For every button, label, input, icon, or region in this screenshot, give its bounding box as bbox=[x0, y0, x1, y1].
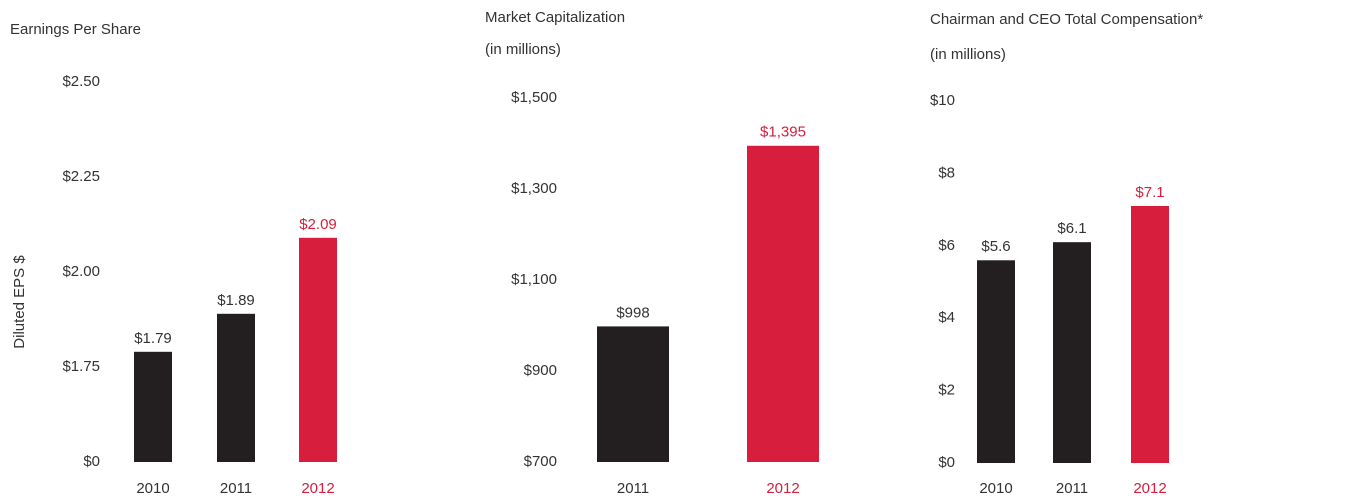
value-label: $6.1 bbox=[1057, 220, 1086, 237]
bar bbox=[1053, 242, 1091, 463]
y-tick-label: $6 bbox=[938, 237, 955, 254]
y-tick-label: $1,500 bbox=[511, 89, 557, 106]
y-tick-label: $2 bbox=[938, 382, 955, 399]
bar bbox=[747, 145, 819, 462]
chart-subtitle: (in millions) bbox=[930, 46, 1006, 63]
chart-subtitle: (in millions) bbox=[485, 41, 561, 58]
bar bbox=[597, 326, 669, 462]
y-axis-label: Diluted EPS $ bbox=[11, 255, 28, 349]
value-label: $5.6 bbox=[981, 238, 1010, 255]
y-tick-label: $2.25 bbox=[62, 168, 100, 185]
x-tick-label: 2011 bbox=[220, 480, 252, 497]
bar bbox=[134, 351, 172, 462]
y-tick-label: $1,100 bbox=[511, 271, 557, 288]
bar bbox=[217, 313, 255, 462]
chart-title: Market Capitalization bbox=[485, 9, 625, 26]
y-tick-label: $1.75 bbox=[62, 358, 100, 375]
x-tick-label: 2010 bbox=[979, 480, 1012, 497]
x-tick-label: 2012 bbox=[301, 480, 334, 497]
y-tick-label: $2.50 bbox=[62, 73, 100, 90]
bar bbox=[1131, 205, 1169, 464]
bar bbox=[977, 260, 1015, 463]
value-label: $998 bbox=[616, 304, 649, 321]
value-label: $1,395 bbox=[760, 124, 806, 141]
y-tick-label: $2.00 bbox=[62, 263, 100, 280]
x-tick-label: 2011 bbox=[1056, 480, 1088, 497]
value-label: $2.09 bbox=[299, 216, 337, 233]
y-tick-label: $10 bbox=[930, 92, 955, 109]
chart-title: Chairman and CEO Total Compensation* bbox=[930, 11, 1203, 28]
y-tick-label: $1,300 bbox=[511, 180, 557, 197]
y-tick-label: $700 bbox=[524, 453, 557, 470]
y-tick-label: $0 bbox=[83, 453, 100, 470]
value-label: $1.89 bbox=[217, 292, 255, 309]
x-tick-label: 2012 bbox=[766, 480, 799, 497]
value-label: $1.79 bbox=[134, 330, 172, 347]
x-tick-label: 2010 bbox=[136, 480, 169, 497]
y-tick-label: $900 bbox=[524, 362, 557, 379]
y-tick-label: $4 bbox=[938, 309, 955, 326]
value-label: $7.1 bbox=[1135, 184, 1164, 201]
x-tick-label: 2012 bbox=[1133, 480, 1166, 497]
x-tick-label: 2011 bbox=[617, 480, 649, 497]
y-tick-label: $8 bbox=[938, 164, 955, 181]
bar bbox=[299, 237, 337, 462]
chart-title: Earnings Per Share bbox=[10, 21, 141, 38]
y-tick-label: $0 bbox=[938, 454, 955, 471]
